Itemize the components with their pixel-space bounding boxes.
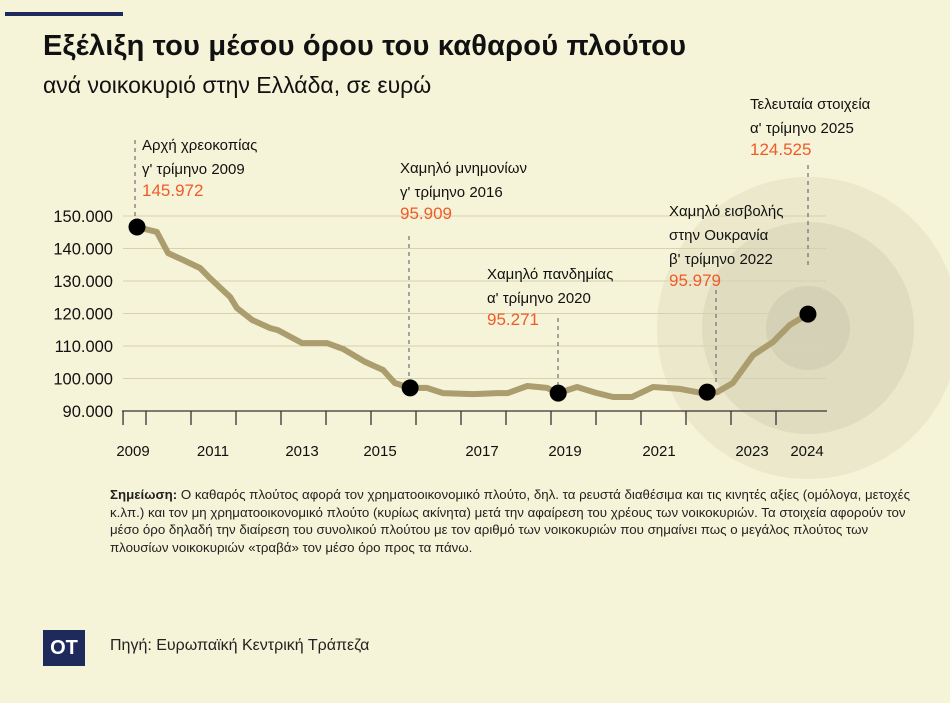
x-tick-label: 2017 [465,443,498,460]
x-tick-label: 2021 [642,443,675,460]
y-tick-label: 140.000 [53,241,113,259]
annotation-value: 95.909 [400,204,452,223]
annotation-text: Τελευταία στοιχεία [750,96,871,113]
x-tick-label: 2024 [790,443,823,460]
x-tick-label: 2019 [548,443,581,460]
y-tick-label: 150.000 [53,208,113,226]
note-label: Σημείωση: [110,487,178,502]
x-tick-label: 2011 [197,443,229,460]
annotation-value: 145.972 [142,181,203,200]
annotation-value: 95.271 [487,310,539,329]
page-title: Εξέλιξη του μέσου όρου του καθαρού πλούτ… [43,30,687,62]
highlight-point [128,218,146,236]
x-tick-label: 2023 [735,443,768,460]
annotation-text: α' τρίμηνο 2020 [487,290,591,307]
annotation: Αρχή χρεοκοπίας γ' τρίμηνο 2009 145.972 [134,137,257,218]
x-tick-label: 2013 [285,443,318,460]
x-tick-label: 2009 [116,443,149,460]
note-text: Ο καθαρός πλούτος αφορά τον χρηματοοικον… [110,487,910,555]
annotation: Τελευταία στοιχεία α' τρίμηνο 2025 124.525 [750,96,871,268]
ot-logo: OT [43,630,85,666]
annotation-text: Χαμηλό μνημονίων [400,160,527,177]
annotation-text: Χαμηλό εισβολής [669,203,783,220]
highlight-point [401,379,419,397]
annotation-text: β' τρίμηνο 2022 [669,251,773,268]
annotation-value: 124.525 [750,140,811,159]
highlight-point [698,383,716,401]
annotation-text: α' τρίμηνο 2025 [750,120,854,137]
annotation: Χαμηλό μνημονίων γ' τρίμηνο 2016 95.909 [400,160,527,380]
annotation-text: γ' τρίμηνο 2016 [400,184,503,201]
annotation-text: στην Ουκρανία [669,227,769,244]
y-tick-label: 130.000 [53,273,113,291]
annotation-text: γ' τρίμηνο 2009 [142,161,245,178]
series-line [134,224,811,400]
annotation-text: Αρχή χρεοκοπίας [142,137,257,154]
chart-note: Σημείωση: Ο καθαρός πλούτος αφορά τον χρ… [110,486,910,556]
highlight-circle-2 [766,286,850,370]
page-subtitle: ανά νοικοκυριό στην Ελλάδα, σε ευρώ [43,72,432,98]
annotation: Χαμηλό πανδημίας α' τρίμηνο 2020 95.271 [487,266,613,386]
source-text: Πηγή: Ευρωπαϊκή Κεντρική Τράπεζα [110,637,370,654]
x-tick-label: 2015 [363,443,396,460]
highlight-point [549,384,567,402]
accent-bar [5,12,123,16]
highlight-point [799,305,817,323]
annotation: Χαμηλό εισβολής στην Ουκρανία β' τρίμηνο 2… [669,203,783,386]
y-tick-label: 120.000 [53,306,113,324]
annotation-value: 95.979 [669,271,721,290]
y-tick-label: 100.000 [53,371,113,389]
annotation-text: Χαμηλό πανδημίας [487,266,613,283]
y-tick-label: 90.000 [63,403,113,421]
y-tick-label: 110.000 [55,338,113,356]
